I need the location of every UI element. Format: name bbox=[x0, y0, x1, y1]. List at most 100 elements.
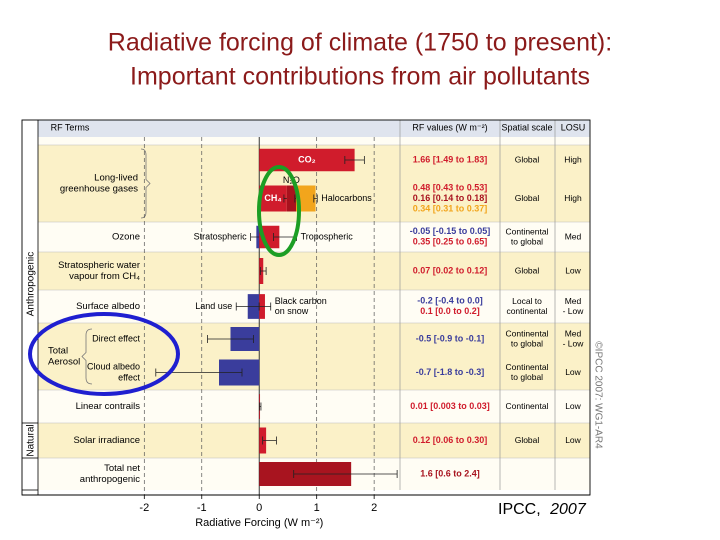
segment-label: Stratospheric bbox=[194, 231, 248, 241]
sub-label: Cloud albedo bbox=[87, 361, 140, 371]
term-label: Ozone bbox=[112, 232, 140, 243]
slide-title: Radiative forcing of climate (1750 to pr… bbox=[108, 29, 612, 57]
rf-value: 0.1 [0.0 to 0.2] bbox=[420, 306, 480, 316]
spatial-scale: Continental bbox=[505, 362, 548, 372]
term-label: Aerosol bbox=[48, 357, 80, 368]
spatial-scale: Global bbox=[515, 193, 540, 203]
sub-label: Direct effect bbox=[92, 333, 140, 343]
segment-label: Tropospheric bbox=[301, 231, 354, 241]
row-background bbox=[38, 252, 590, 290]
row-background bbox=[38, 423, 590, 458]
x-tick-label: -2 bbox=[139, 502, 149, 514]
term-label: anthropogenic bbox=[80, 474, 140, 485]
header-background bbox=[38, 120, 590, 137]
copyright: ©IPCC 2007: WG1-AR4 bbox=[592, 341, 603, 449]
rf-value: 0.35 [0.25 to 0.65] bbox=[413, 237, 488, 247]
error-bar bbox=[293, 470, 398, 478]
x-axis-label: Radiative Forcing (W m⁻²) bbox=[195, 517, 323, 529]
rf-value: -0.7 [-1.8 to -0.3] bbox=[416, 367, 485, 377]
credit-year: 2007 bbox=[549, 501, 587, 518]
error-bar bbox=[259, 267, 267, 275]
column-header: LOSU bbox=[561, 122, 586, 132]
segment-label: Black carbon bbox=[275, 296, 327, 306]
slide-title: Important contributions from air polluta… bbox=[130, 63, 590, 91]
segment-label: CO₂ bbox=[298, 154, 316, 164]
error-bar bbox=[262, 436, 277, 445]
losu: High bbox=[564, 154, 582, 164]
term-label: Linear contrails bbox=[76, 401, 141, 412]
term-label: greenhouse gases bbox=[60, 184, 138, 195]
term-label: vapour from CH₄ bbox=[69, 271, 140, 282]
term-label: Total net bbox=[104, 463, 140, 474]
highlight-ellipse bbox=[28, 312, 180, 396]
spatial-scale: to global bbox=[511, 236, 543, 246]
spatial-scale: continental bbox=[506, 306, 547, 316]
spatial-scale: to global bbox=[511, 372, 543, 382]
bar bbox=[295, 185, 316, 212]
x-tick-label: 0 bbox=[256, 502, 262, 514]
segment-label: CH₄ bbox=[264, 193, 281, 203]
segment-label: Land use bbox=[195, 301, 232, 311]
term-label: Surface albedo bbox=[76, 301, 140, 312]
chart: RF Terms RF values (W m⁻²) Spatial scale LO… bbox=[21, 119, 603, 529]
spatial-scale: to global bbox=[511, 338, 543, 348]
brace bbox=[81, 328, 93, 385]
row-background bbox=[38, 222, 590, 252]
segment-label: Halocarbons bbox=[321, 193, 372, 203]
rf-value: -0.5 [-0.9 to -0.1] bbox=[416, 333, 485, 343]
losu: - Low bbox=[563, 338, 585, 348]
column-header: RF values (W m⁻²) bbox=[412, 122, 487, 132]
bar bbox=[259, 185, 287, 212]
rf-value: 0.16 [0.14 to 0.18] bbox=[413, 193, 488, 203]
rf-value: 0.48 [0.43 to 0.53] bbox=[413, 182, 488, 192]
bar bbox=[259, 148, 355, 172]
losu: Med bbox=[565, 231, 582, 241]
column-header: Spatial scale bbox=[501, 122, 552, 132]
term-label: Total bbox=[48, 346, 68, 357]
highlight-ellipse bbox=[257, 165, 301, 257]
term-label: Long-lived bbox=[94, 173, 138, 184]
spatial-scale: Continental bbox=[505, 328, 548, 338]
losu: Low bbox=[565, 265, 581, 275]
x-tick-label: 1 bbox=[314, 502, 320, 514]
rf-value: -0.05 [-0.15 to 0.05] bbox=[410, 226, 491, 236]
section-label: Anthropogenic bbox=[26, 252, 37, 317]
error-bar bbox=[313, 194, 318, 203]
term-label: Stratospheric water bbox=[58, 260, 140, 271]
row-background bbox=[38, 323, 590, 390]
rf-value: 1.66 [1.49 to 1.83] bbox=[413, 154, 488, 164]
losu: Low bbox=[565, 435, 581, 445]
losu: High bbox=[564, 193, 582, 203]
error-bar bbox=[258, 402, 262, 411]
section-label: Natural bbox=[26, 424, 37, 456]
error-bar bbox=[258, 302, 272, 311]
column-header: RF Terms bbox=[51, 122, 90, 132]
credit-text: IPCC, bbox=[498, 501, 541, 518]
error-bar bbox=[344, 156, 365, 164]
losu: Low bbox=[565, 367, 581, 377]
bar bbox=[286, 185, 296, 212]
spatial-scale: Continental bbox=[505, 226, 548, 236]
annotations bbox=[28, 165, 301, 396]
term-label: Solar irradiance bbox=[73, 435, 140, 446]
gap-band bbox=[38, 137, 590, 145]
losu: Med bbox=[565, 296, 582, 306]
segment-label: on snow bbox=[275, 306, 309, 316]
losu: Med bbox=[565, 328, 582, 338]
rf-value: 1.6 [0.6 to 2.4] bbox=[420, 468, 480, 478]
rf-value: 0.07 [0.02 to 0.12] bbox=[413, 265, 488, 275]
credit: IPCC, 2007 bbox=[498, 501, 587, 518]
losu: - Low bbox=[563, 306, 585, 316]
x-tick-label: 2 bbox=[371, 502, 377, 514]
rf-value: -0.2 [-0.4 to 0.0] bbox=[417, 296, 483, 306]
rf-value: 0.01 [0.003 to 0.03] bbox=[410, 401, 490, 411]
error-bar bbox=[207, 335, 254, 343]
x-tick-label: -1 bbox=[197, 502, 207, 514]
losu: Low bbox=[565, 401, 581, 411]
spatial-scale: Global bbox=[515, 435, 540, 445]
sub-label: effect bbox=[118, 372, 140, 382]
rf-value: 0.34 [0.31 to 0.37] bbox=[413, 203, 488, 213]
spatial-scale: Global bbox=[515, 265, 540, 275]
spatial-scale: Continental bbox=[505, 401, 548, 411]
